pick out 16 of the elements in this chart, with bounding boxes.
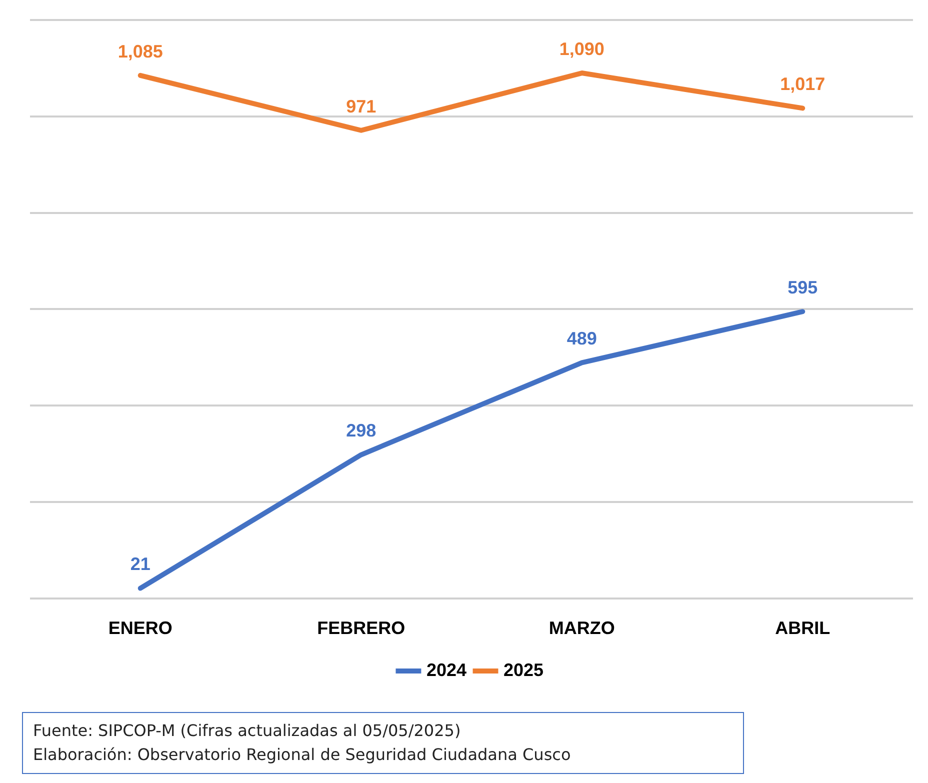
data-label: 489 [566, 328, 597, 349]
legend-label: 2025 [504, 660, 544, 680]
x-tick-label: ABRIL [775, 618, 830, 638]
data-label: 21 [130, 554, 150, 574]
data-label: 595 [788, 278, 818, 298]
data-label: 1,085 [118, 41, 163, 62]
data-label: 298 [346, 420, 376, 441]
text: Elaboración: Observatorio Regional de Seguridad Ciudadana Cusco [33, 744, 572, 766]
x-tick-label: FEBRERO [317, 618, 406, 638]
data-label: 1,090 [559, 38, 604, 59]
source-note: Fuente: SIPCOP-M (Cifras actualizadas al 05/05/2025) [33, 720, 462, 742]
x-tick-label: MARZO [548, 618, 615, 638]
legend-label: 2024 [426, 660, 467, 680]
x-tick-label: ENERO [108, 618, 172, 638]
data-label: 971 [346, 96, 376, 116]
data-label: 1,017 [780, 74, 826, 94]
